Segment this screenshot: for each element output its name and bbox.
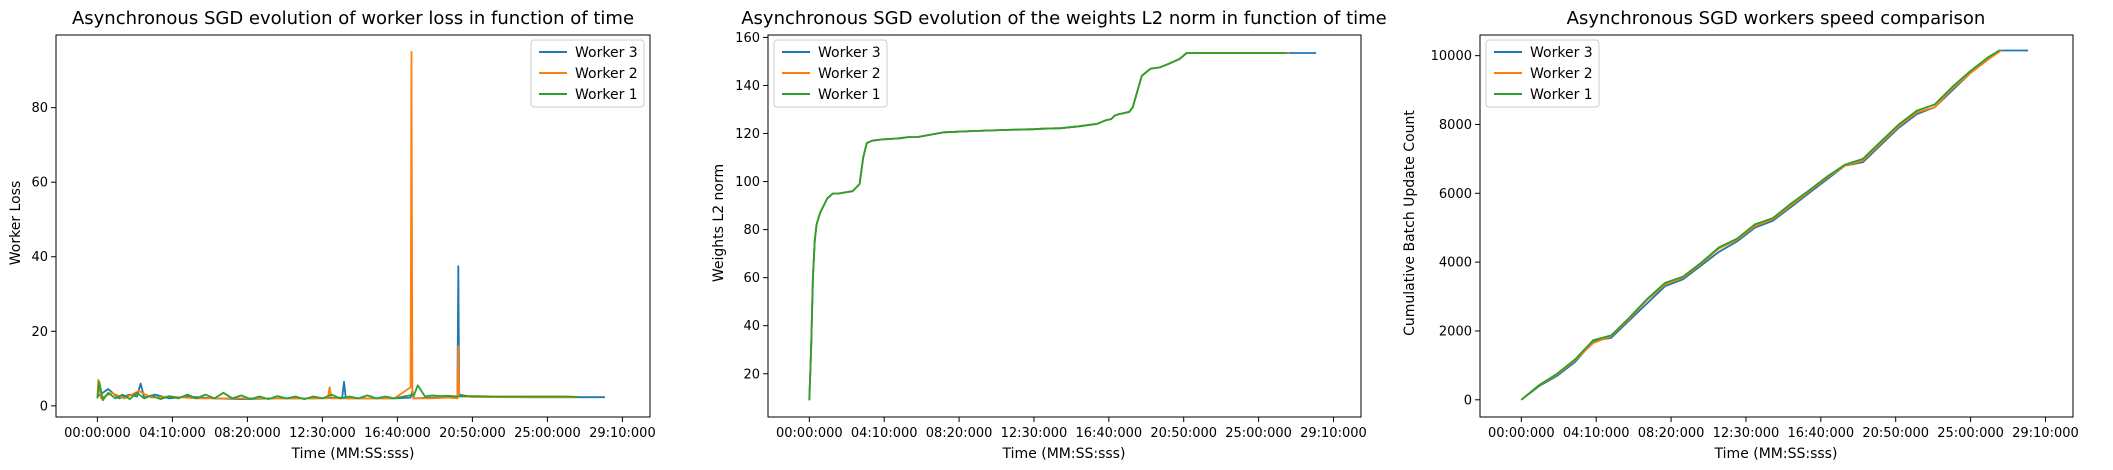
- x-tick-label: 25:00:000: [1225, 426, 1292, 441]
- legend-label: Worker 1: [1530, 87, 1593, 103]
- legend-label: Worker 3: [1530, 45, 1593, 61]
- axes-frame: [1479, 34, 2074, 418]
- x-tick-label: 16:40:000: [1787, 426, 1854, 441]
- x-tick-label: 04:10:000: [1563, 426, 1630, 441]
- legend-label: Worker 3: [818, 45, 881, 61]
- x-tick-label: 08:20:000: [214, 426, 281, 441]
- y-tick-label: 10000: [1431, 49, 1472, 64]
- y-tick-label: 0: [40, 399, 48, 414]
- series-line: [96, 380, 579, 402]
- legend-label: Worker 2: [818, 66, 881, 82]
- plot-area: 00:00:000 04:10:000 08:20:000 12:30:000 16:4…: [31, 34, 656, 441]
- x-tick-label: 12:30:000: [1001, 426, 1068, 441]
- x-tick-label: 20:50:000: [1150, 426, 1217, 441]
- y-tick-label: 40: [31, 250, 48, 265]
- legend-label: Worker 2: [575, 66, 638, 82]
- y-tick-label: 4000: [1439, 256, 1472, 271]
- y-tick-label: 8000: [1439, 118, 1472, 133]
- y-tick-label: 60: [31, 176, 48, 191]
- legend-label: Worker 3: [575, 45, 638, 61]
- y-tick-label: 6000: [1439, 187, 1472, 202]
- legend: Worker 3 Worker 2 Worker 1: [1485, 39, 1600, 108]
- series-line: [1520, 49, 2000, 401]
- y-axis-label: Worker Loss: [8, 181, 24, 265]
- legend-label: Worker 2: [1530, 66, 1593, 82]
- x-tick-label: 08:20:000: [1638, 426, 1705, 441]
- legend-box: [530, 39, 645, 108]
- y-tick-label: 100: [735, 175, 760, 190]
- chart-title: Asynchronous SGD workers speed compariso…: [1567, 8, 1986, 29]
- chart-title: Asynchronous SGD evolution of the weight…: [741, 8, 1387, 29]
- y-tick-label: 60: [743, 271, 760, 286]
- x-tick-label: 20:50:000: [439, 426, 506, 441]
- x-tick-label: 16:40:000: [364, 426, 431, 441]
- x-tick-label: 12:30:000: [1713, 426, 1780, 441]
- legend: Worker 3 Worker 2 Worker 1: [773, 39, 888, 108]
- x-tick-label: 08:20:000: [926, 426, 993, 441]
- x-axis-label: Time (MM:SS:sss): [1714, 446, 1838, 462]
- y-tick-label: 20: [743, 367, 760, 382]
- x-tick-label: 16:40:000: [1075, 426, 1142, 441]
- plot-area: 00:00:000 04:10:000 08:20:000 12:30:000 16:4…: [1431, 34, 2079, 441]
- x-tick-label: 04:10:000: [851, 426, 918, 441]
- x-tick-label: 29:10:000: [2012, 426, 2079, 441]
- y-tick-label: 2000: [1439, 324, 1472, 339]
- series-line: [808, 52, 1288, 401]
- x-tick-label: 00:00:000: [1488, 426, 1555, 441]
- x-tick-label: 04:10:000: [139, 426, 206, 441]
- y-tick-label: 120: [735, 127, 760, 142]
- y-tick-label: 140: [735, 79, 760, 94]
- x-tick-label: 29:10:000: [589, 426, 656, 441]
- y-tick-label: 80: [31, 101, 48, 116]
- legend-label: Worker 1: [818, 87, 881, 103]
- series-line: [1520, 49, 2029, 401]
- legend-box: [773, 39, 888, 108]
- y-tick-label: 160: [735, 31, 760, 46]
- y-tick-label: 40: [743, 319, 760, 334]
- axes-frame: [767, 34, 1362, 418]
- x-tick-label: 00:00:000: [776, 426, 843, 441]
- y-axis-label: Cumulative Batch Update Count: [1402, 110, 1418, 336]
- axes-frame: [55, 34, 651, 418]
- x-axis-label: Time (MM:SS:sss): [291, 446, 415, 462]
- y-axis-label: Weights L2 norm: [711, 164, 727, 282]
- x-tick-label: 20:50:000: [1862, 426, 1929, 441]
- x-tick-label: 29:10:000: [1300, 426, 1367, 441]
- legend-box: [1485, 39, 1600, 108]
- loss-chart: Asynchronous SGD evolution of worker los…: [8, 8, 656, 462]
- series-line: [1520, 49, 2002, 401]
- plot-area: 00:00:000 04:10:000 08:20:000 12:30:000 16:4…: [735, 31, 1367, 441]
- y-tick-label: 0: [1464, 393, 1472, 408]
- x-tick-label: 12:30:000: [289, 426, 356, 441]
- x-axis-label: Time (MM:SS:sss): [1002, 446, 1126, 462]
- x-tick-label: 00:00:000: [64, 426, 131, 441]
- l2-norm-chart: Asynchronous SGD evolution of the weight…: [711, 8, 1387, 462]
- chart-title: Asynchronous SGD evolution of worker los…: [72, 8, 634, 29]
- x-tick-label: 25:00:000: [514, 426, 581, 441]
- y-tick-label: 20: [31, 325, 48, 340]
- legend: Worker 3 Worker 2 Worker 1: [530, 39, 645, 108]
- x-tick-label: 25:00:000: [1937, 426, 2004, 441]
- legend-label: Worker 1: [575, 87, 638, 103]
- speed-chart: Asynchronous SGD workers speed compariso…: [1402, 8, 2079, 462]
- y-tick-label: 80: [743, 223, 760, 238]
